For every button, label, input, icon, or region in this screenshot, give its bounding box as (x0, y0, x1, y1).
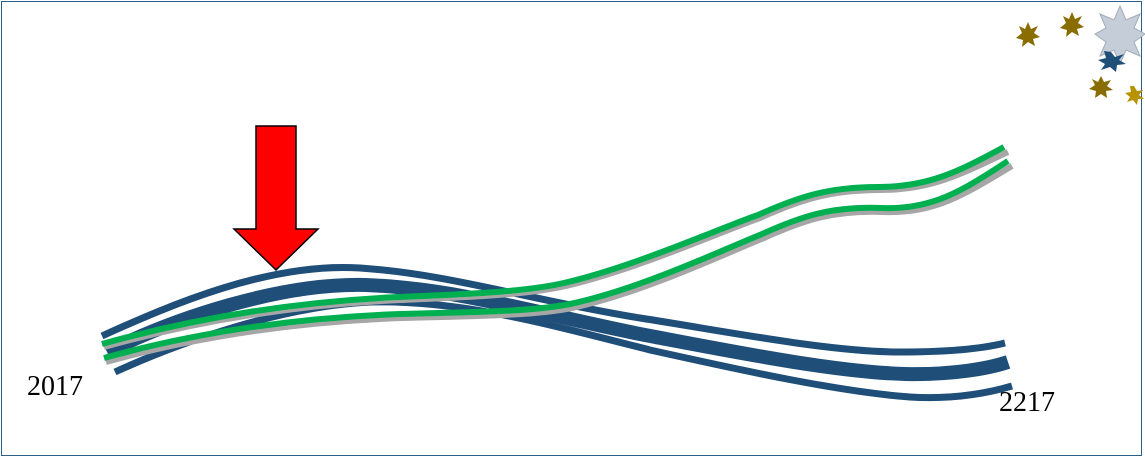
green-track (101, 144, 1014, 365)
starburst-gold-2 (1060, 12, 1084, 37)
down-arrow-icon (232, 125, 320, 272)
start-year-label: 2017 (27, 371, 83, 402)
starburst-gold-1 (1016, 22, 1040, 47)
green-track-shadow-bottom (105, 163, 1014, 365)
blue-track (100, 263, 1013, 402)
green-track-line-top (101, 144, 1006, 347)
green-track-shadow-top (103, 149, 1010, 350)
blue-track-line-top (100, 263, 1006, 356)
starburst-silver (1094, 4, 1145, 66)
starburst-icon (1016, 4, 1145, 105)
starburst-blue (1098, 51, 1126, 72)
starburst-gold-4 (1125, 86, 1144, 105)
starburst-gold-3 (1089, 76, 1113, 98)
blue-track-line-middle (103, 277, 1011, 382)
green-track-line-bottom (103, 158, 1010, 361)
end-year-label: 2217 (999, 387, 1055, 418)
blue-track-line-bottom (113, 298, 1013, 402)
